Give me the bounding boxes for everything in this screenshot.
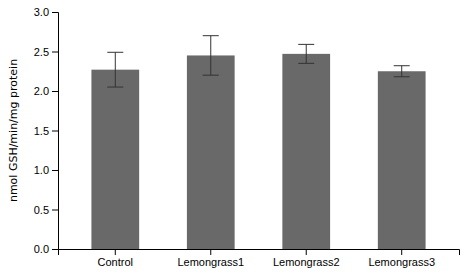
error-cap <box>298 63 314 64</box>
plot: 0.0 0.5 1.0 1.5 2.0 2.5 3.0 Control Lemongrass1 L… <box>34 6 460 268</box>
axis-title: nmol GSH/min/mg protein <box>7 59 20 202</box>
error-bar <box>394 66 410 77</box>
y-axis: 0.0 0.5 1.0 1.5 2.0 2.5 3.0 <box>34 6 59 255</box>
tick-label: Lemongrass2 <box>273 256 340 268</box>
tick-mark <box>115 249 116 255</box>
tick: Lemongrass3 <box>368 249 435 268</box>
error-cap <box>298 44 314 45</box>
bar <box>378 71 426 249</box>
tick: 0.5 <box>34 204 58 216</box>
chart: 0.0 0.5 1.0 1.5 2.0 2.5 3.0 Control Lemongrass1 L… <box>0 0 471 279</box>
tick-mark <box>52 91 58 92</box>
axis-line <box>52 13 59 250</box>
tick-label: Lemongrass1 <box>177 256 244 268</box>
error-cap <box>394 76 410 77</box>
tick: 0.0 <box>34 243 58 255</box>
error-line <box>115 52 116 87</box>
tick: Control <box>98 249 133 268</box>
error-cap <box>203 75 219 76</box>
tick-mark <box>52 52 58 53</box>
tick-mark <box>210 249 211 255</box>
error-line <box>210 36 211 75</box>
tick: 1.0 <box>34 164 58 176</box>
tick-mark <box>52 12 58 13</box>
error-cap <box>203 35 219 36</box>
error-cap <box>107 52 123 53</box>
tick: Lemongrass1 <box>177 249 244 268</box>
tick-label: 1.5 <box>34 125 49 137</box>
tick-label: 2.5 <box>34 46 49 58</box>
error-bar <box>298 44 314 63</box>
axis-line <box>59 250 460 256</box>
tick-mark <box>52 170 58 171</box>
error-line <box>401 66 402 77</box>
tick: 2.5 <box>34 46 58 58</box>
marks <box>91 36 425 249</box>
error-line <box>306 44 307 63</box>
tick: 1.5 <box>34 125 58 137</box>
error-cap <box>394 65 410 66</box>
tick-mark <box>52 131 58 132</box>
tick: Lemongrass2 <box>273 249 340 268</box>
tick-label: 3.0 <box>34 6 49 18</box>
tick-label: Lemongrass3 <box>368 256 435 268</box>
tick-label: 2.0 <box>34 85 49 97</box>
x-axis: Control Lemongrass1 Lemongrass2 Lemongrass3 <box>59 249 460 268</box>
tick-mark <box>401 249 402 255</box>
tick-label: 0.5 <box>34 204 49 216</box>
bar <box>187 55 235 249</box>
tick-label: Control <box>98 256 133 268</box>
error-bar <box>203 36 219 75</box>
tick-mark <box>52 249 58 250</box>
error-bar <box>107 52 123 87</box>
tick: 2.0 <box>34 85 58 97</box>
bar <box>91 70 139 249</box>
tick-label: 1.0 <box>34 164 49 176</box>
tick-label: 0.0 <box>34 243 49 255</box>
tick-mark <box>306 249 307 255</box>
bar <box>282 54 330 249</box>
tick: 3.0 <box>34 6 58 18</box>
tick-mark <box>52 210 58 211</box>
error-cap <box>107 87 123 88</box>
